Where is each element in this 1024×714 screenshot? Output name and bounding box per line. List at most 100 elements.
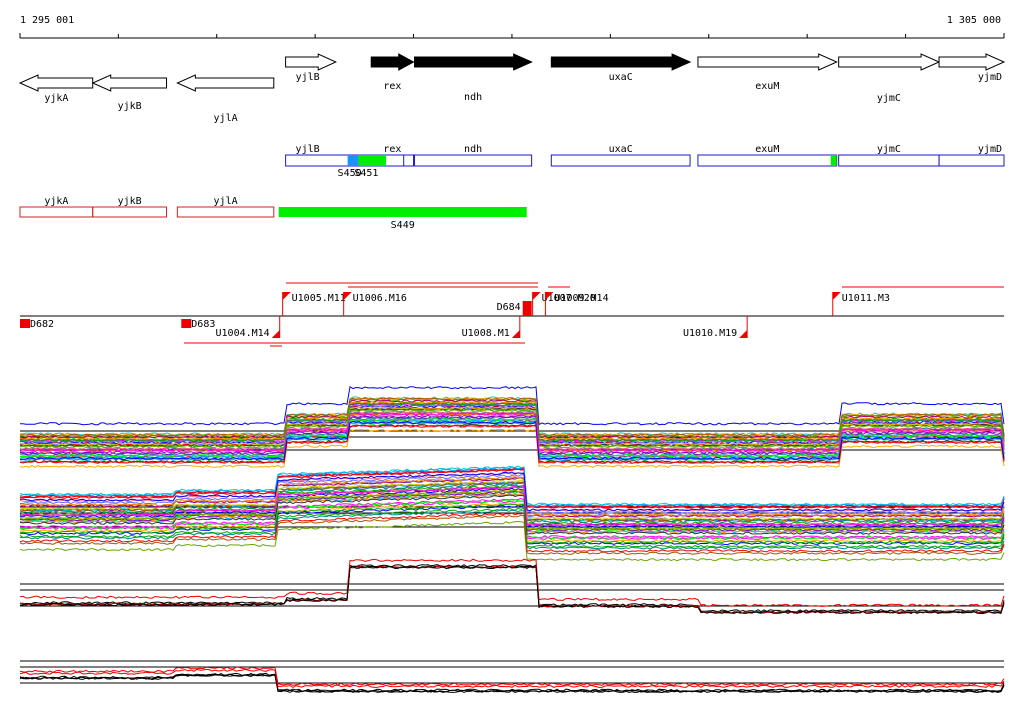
forward-block-label-S450: S450 — [338, 168, 362, 179]
promoter-flag-U1011.M3[interactable] — [832, 292, 841, 300]
forward-segment-label-uxaC: uxaC — [609, 144, 633, 155]
expression-trace — [19, 668, 1005, 688]
gene-arrow-yjkB[interactable] — [91, 74, 168, 92]
expression-trace — [19, 482, 1005, 524]
expression-trace — [19, 514, 1005, 555]
expression-trace — [19, 565, 1005, 614]
expression-trace — [19, 520, 1005, 562]
forward-block-S451[interactable] — [358, 155, 386, 166]
gene-arrow-yjmD[interactable] — [938, 53, 1006, 71]
ruler-start-label: 1 295 001 — [20, 15, 74, 26]
reverse-segment-yjkB[interactable] — [92, 206, 168, 218]
expression-trace — [19, 497, 1005, 539]
promoter-label-U1005.M11: U1005.M11 — [292, 293, 346, 304]
expression-trace — [19, 507, 1005, 549]
expression-trace — [19, 498, 1005, 540]
gene-arrow-uxaC[interactable] — [550, 53, 692, 71]
expression-trace — [19, 477, 1005, 518]
forward-segment-label-exuM: exuM — [755, 144, 779, 155]
promoter-label-U1008.M1: U1008.M1 — [462, 328, 510, 339]
expression-trace — [19, 490, 1005, 532]
reverse-segment-label-yjkA: yjkA — [44, 196, 68, 207]
gene-track: yjkA yjkB yjlA yjlB rex ndh uxaC exuM yjmC yjmD — [18, 53, 1006, 124]
terminator-D683[interactable] — [181, 319, 192, 328]
promoter-label-U1007.M20: U1007.M20 — [542, 293, 596, 304]
expression-trace — [19, 412, 1005, 452]
expression-trace — [19, 503, 1005, 544]
gene-label-yjkA: yjkA — [44, 93, 68, 104]
terminator-label-D683: D683 — [191, 319, 215, 330]
ruler-end-label: 1 305 000 — [947, 15, 1001, 26]
gene-label-yjmD: yjmD — [978, 72, 1002, 83]
expression-trace — [19, 485, 1005, 527]
forward-segment-ndh[interactable] — [414, 154, 533, 167]
expression-trace — [19, 504, 1005, 546]
forward-block-S450[interactable] — [347, 155, 359, 166]
expression-trace — [19, 484, 1005, 525]
reverse-operon-track: yjkA yjkB yjlA S449 — [19, 196, 527, 231]
reverse-segment-yjlA[interactable] — [176, 206, 275, 218]
promoter-flag-U1004.M14[interactable] — [271, 330, 280, 338]
gene-arrow-ndh[interactable] — [414, 53, 533, 71]
expression-trace — [19, 492, 1005, 533]
forward-segment-label-yjlB: yjlB — [296, 144, 320, 155]
gene-arrow-rex[interactable] — [370, 53, 415, 71]
expression-trace — [19, 408, 1005, 449]
terminator-D682[interactable] — [20, 319, 30, 328]
expression-trace — [19, 673, 1005, 693]
expression-panel — [19, 465, 1005, 562]
forward-segment-uxaC[interactable] — [550, 154, 691, 167]
promoter-label-U1004.M14: U1004.M14 — [216, 328, 270, 339]
expression-trace — [19, 471, 1005, 512]
promoter-flag-U1008.M1[interactable] — [511, 330, 520, 338]
gene-label-exuM: exuM — [755, 81, 779, 92]
terminator-D684[interactable] — [522, 301, 532, 316]
promoter-label-U1009.M14: U1009.M14 — [554, 293, 608, 304]
promoter-flag-U1010.M19[interactable] — [739, 330, 748, 338]
gene-label-ndh: ndh — [464, 92, 482, 103]
promoter-label-U1006.M16: U1006.M16 — [353, 293, 407, 304]
forward-segment-label-rex: rex — [383, 144, 401, 155]
forward-segment-yjmD[interactable] — [938, 154, 1005, 167]
gene-label-yjkB: yjkB — [118, 101, 142, 112]
promoter-flag-U1009.M14[interactable] — [545, 292, 554, 300]
promoter-flag-U1006.M16[interactable] — [343, 292, 352, 300]
gene-arrow-yjkA[interactable] — [18, 74, 94, 92]
gene-arrow-yjlB[interactable] — [285, 53, 338, 71]
coordinate-ruler: 1 295 001 1 305 000 — [19, 15, 1005, 39]
gene-label-uxaC: uxaC — [609, 72, 633, 83]
gene-label-yjlB: yjlB — [296, 72, 320, 83]
expression-trace — [19, 494, 1005, 535]
gene-arrow-exuM[interactable] — [697, 53, 838, 71]
expression-trace — [19, 558, 1005, 607]
expression-trace — [19, 420, 1005, 461]
promoter-flag-U1005.M11[interactable] — [282, 292, 291, 300]
expression-trace — [19, 489, 1005, 531]
ruler-ticks — [19, 33, 1005, 38]
reverse-segment-label-yjkB: yjkB — [118, 196, 142, 207]
gene-arrow-yjlA[interactable] — [176, 74, 275, 92]
forward-block-label-S451: S451 — [354, 168, 378, 179]
expression-trace — [19, 666, 1005, 686]
gene-label-yjlA: yjlA — [214, 113, 238, 124]
reverse-block-S449[interactable] — [278, 207, 527, 217]
forward-segment-label-yjmD: yjmD — [978, 144, 1002, 155]
promoter-flag-U1007.M20[interactable] — [532, 292, 541, 300]
forward-segment-yjlB[interactable] — [285, 154, 405, 167]
expression-panel — [19, 558, 1005, 615]
gene-arrow-yjmC[interactable] — [838, 53, 941, 71]
expression-trace — [19, 479, 1005, 521]
terminator-label-D684: D684 — [497, 302, 521, 313]
forward-block-unnamed[interactable] — [830, 155, 837, 166]
forward-segment-label-ndh: ndh — [464, 144, 482, 155]
reverse-block-label-S449: S449 — [391, 220, 415, 231]
expression-trace — [19, 512, 1005, 553]
forward-segment-label-yjmC: yjmC — [877, 144, 901, 155]
expression-trace — [19, 509, 1005, 550]
expression-trace — [19, 476, 1005, 517]
expression-trace — [19, 402, 1005, 442]
